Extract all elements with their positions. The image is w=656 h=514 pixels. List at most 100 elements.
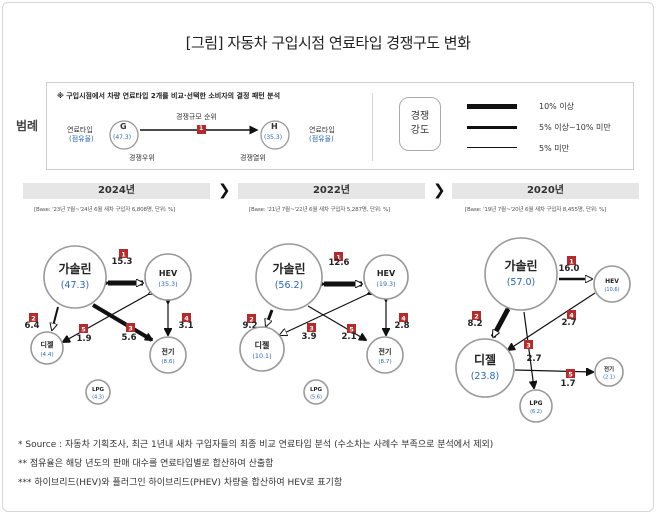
fuel-node	[366, 336, 404, 374]
fuel-node-share: (4.4)	[40, 352, 53, 358]
edge-value: 2.1	[341, 332, 356, 342]
rank-badge-number: 4	[184, 314, 189, 322]
rank-badge	[182, 313, 191, 322]
competition-edge	[514, 370, 593, 372]
base-note-2020: [Base: '19년 7월~'20년 6월 새차 구입자 8,455명, 단위…	[465, 207, 607, 213]
rank-badge-number: 5	[349, 325, 354, 333]
fuel-node	[30, 331, 64, 365]
competition-edge	[280, 294, 368, 335]
fuel-node-share: (35.3)	[158, 280, 177, 288]
edge-value: 1.9	[76, 334, 91, 344]
fuel-node-name: 디젤	[474, 352, 496, 367]
strength-line-low	[467, 147, 517, 148]
fuel-node-share: (8.6)	[161, 359, 174, 365]
rank-badge-number: 3	[128, 324, 133, 332]
fuel-node-name: 디젤	[41, 340, 54, 349]
legend-rank-label: 경쟁규모 순위	[176, 113, 217, 121]
rank-badge	[567, 310, 576, 319]
fuel-node-share: (10.6)	[604, 287, 619, 293]
fuel-node-name: HEV	[159, 269, 178, 278]
fuel-node-name: 전기	[604, 365, 614, 373]
strength-line-high	[467, 104, 517, 109]
legend-divider	[372, 93, 373, 161]
edge-value: 8.2	[467, 319, 482, 329]
figure-title: [그림] 자동차 구입시점 연료타입 경쟁구도 변화	[185, 34, 471, 52]
competition-edge	[307, 305, 366, 340]
legend-node-right-value: (35.3)	[264, 134, 283, 141]
competition-edge	[52, 306, 59, 330]
legend-rank-badge	[197, 125, 206, 134]
edge-value: 6.4	[24, 321, 39, 331]
rank-badge-number: 2	[31, 314, 36, 322]
fuel-node	[484, 237, 558, 311]
fuel-node-name: 디젤	[255, 340, 270, 350]
fuel-node-share: (10.1)	[252, 352, 271, 360]
fuel-node-share: (2.1)	[603, 375, 615, 381]
fuel-node-name: 전기	[162, 347, 175, 356]
rank-badge	[119, 249, 128, 258]
legend-box: ※ 구입시점에서 차량 연료타입 2개를 비교·선택한 소비자의 결정 패턴 분…	[46, 82, 634, 170]
fuel-node	[149, 336, 187, 374]
competition-edge	[63, 294, 149, 342]
chevron-right-icon: ❯	[433, 181, 446, 199]
edge-value: 3.9	[301, 332, 316, 342]
rank-badge-number: 5	[81, 325, 86, 333]
strength-title-1: 경쟁	[410, 111, 430, 122]
footnote-source: * Source : 자동차 기획조사, 최근 1년내 새차 구입자들의 최종 …	[18, 440, 494, 450]
rank-badge-number: 3	[526, 341, 531, 349]
fuel-node	[303, 379, 329, 405]
fuel-node-share: (23.8)	[471, 371, 500, 382]
footnote-hev: *** 하이브리드(HEV)와 플러그인 하이브리드(PHEV) 차량을 합산하…	[18, 478, 343, 488]
fuel-node	[594, 357, 624, 387]
rank-badge-number: 1	[121, 250, 126, 258]
rank-badge-number: 5	[568, 370, 573, 378]
fuel-node-name: LPG	[310, 387, 323, 393]
edge-value: 2.7	[526, 354, 541, 364]
rank-badge	[347, 324, 356, 333]
fuel-node	[455, 338, 515, 398]
fuel-node-share: (57.0)	[507, 277, 536, 288]
fuel-node-name: 가솔린	[272, 261, 305, 276]
competition-edge	[266, 309, 274, 326]
legend-note: ※ 구입시점에서 차량 연료타입 2개를 비교·선택한 소비자의 결정 패턴 분…	[57, 92, 281, 100]
legend-rank-badge-text: 1	[199, 125, 204, 132]
year-bar-2024: 2024년	[23, 183, 210, 199]
fuel-node-name: 전기	[379, 347, 392, 356]
fuel-node	[363, 254, 409, 300]
fuel-node	[144, 253, 192, 301]
competition-edge	[490, 309, 508, 337]
fuel-node-share: (5.6)	[310, 395, 322, 401]
fuel-node-share: (8.7)	[378, 359, 391, 365]
fuel-node	[85, 379, 111, 405]
strength-high-label: 10% 이상	[539, 102, 575, 111]
edge-value: 2.7	[561, 318, 576, 328]
legend-node-right-code: H	[271, 122, 278, 131]
legend-node-left-name: 연료타입	[67, 126, 93, 134]
fuel-node	[255, 243, 323, 311]
rank-badge	[566, 369, 575, 378]
fuel-node-name: HEV	[605, 278, 619, 285]
fuel-node-share: (56.2)	[275, 280, 304, 291]
rank-badge	[247, 314, 256, 323]
fuel-node-share: (4.3)	[92, 395, 104, 401]
strength-low-label: 5% 미만	[539, 144, 569, 153]
rank-badge	[524, 340, 533, 349]
competition-edge	[508, 292, 596, 350]
year-bar-2020: 2020년	[452, 183, 639, 199]
rank-badge	[472, 311, 481, 320]
fuel-node-share: (6.2)	[530, 409, 542, 415]
legend-node-right	[260, 120, 290, 150]
competition-edge	[523, 311, 534, 388]
strength-title-2: 강도	[410, 125, 430, 136]
strength-mid-label: 5% 이상~10% 미만	[539, 123, 611, 132]
rank-badge	[399, 313, 408, 322]
edge-value: 16.0	[559, 264, 580, 274]
legend-label: 범례	[16, 119, 39, 133]
legend-node-left-value: (47.3)	[113, 134, 132, 141]
rank-badge-number: 1	[336, 253, 341, 261]
fuel-node-name: HEV	[377, 269, 396, 278]
legend-disadvantage-label: 경쟁열위	[240, 154, 266, 162]
fuel-node	[239, 326, 285, 372]
fuel-node-name: 가솔린	[58, 261, 91, 276]
